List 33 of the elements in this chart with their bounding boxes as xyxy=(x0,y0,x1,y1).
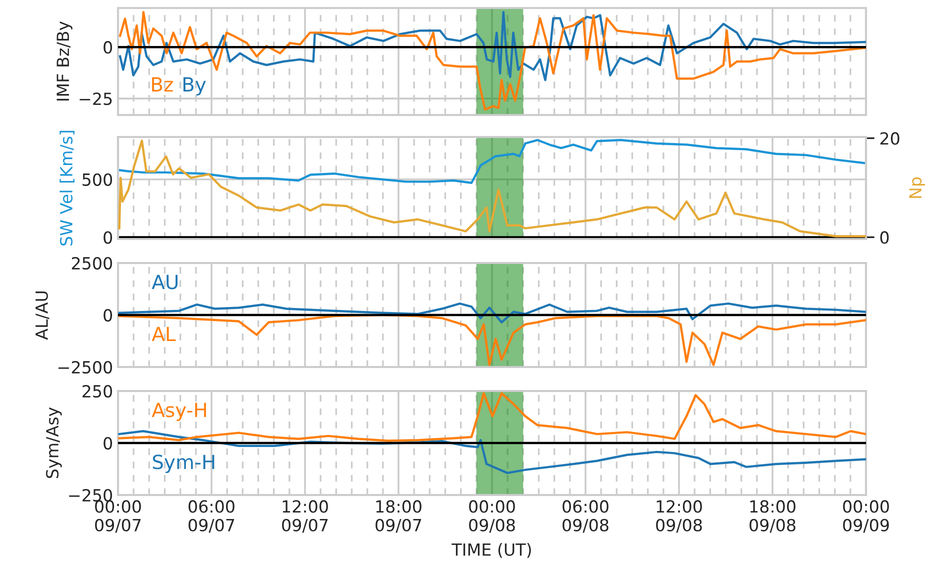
series-label: Sym-H xyxy=(152,454,214,474)
y-tick-label: −25 xyxy=(80,92,112,106)
x-tick-label: 06:00 09/08 xyxy=(562,500,608,533)
x-tick-label: 18:00 09/07 xyxy=(376,500,422,533)
x-tick-label: 00:00 09/09 xyxy=(843,500,889,533)
y-tick-label: 250 xyxy=(82,384,112,398)
series-label: AL xyxy=(152,326,176,341)
y-axis-title: IMF Bz/By xyxy=(56,21,72,101)
y2-axis-title: Np xyxy=(909,177,925,198)
y-axis-title: Sym/Asy xyxy=(46,407,62,478)
series-label: Asy-H xyxy=(152,402,206,422)
y2-tick-label: 0 xyxy=(880,231,889,244)
y-tick-label: 0 xyxy=(104,436,112,450)
y-tick-label: 0 xyxy=(104,231,112,244)
y2-tick-label: 20 xyxy=(880,132,900,145)
y-axis-title: AL/AU xyxy=(36,291,50,340)
x-tick-label: 00:00 09/08 xyxy=(469,500,515,533)
y-tick-label: 500 xyxy=(82,173,112,186)
y-tick-label: 0 xyxy=(104,41,112,54)
x-tick-label: 18:00 09/08 xyxy=(750,500,796,533)
y-tick-label: −2500 xyxy=(58,360,112,374)
x-axis-title: TIME (UT) xyxy=(452,543,531,558)
y-axis-title: SW Vel [Km/s] xyxy=(60,130,75,246)
series-label: By xyxy=(183,77,206,96)
y-tick-label: 2500 xyxy=(72,256,112,270)
y-tick-label: 0 xyxy=(104,308,112,322)
x-tick-label: 06:00 09/07 xyxy=(188,500,234,533)
x-tick-label: 00:00 09/07 xyxy=(95,500,141,533)
y-tick-label: −250 xyxy=(69,488,112,502)
x-tick-label: 12:00 09/08 xyxy=(656,500,702,533)
x-tick-label: 12:00 09/07 xyxy=(282,500,328,533)
series-label: Bz xyxy=(152,77,173,92)
series-label: AU xyxy=(152,274,178,290)
